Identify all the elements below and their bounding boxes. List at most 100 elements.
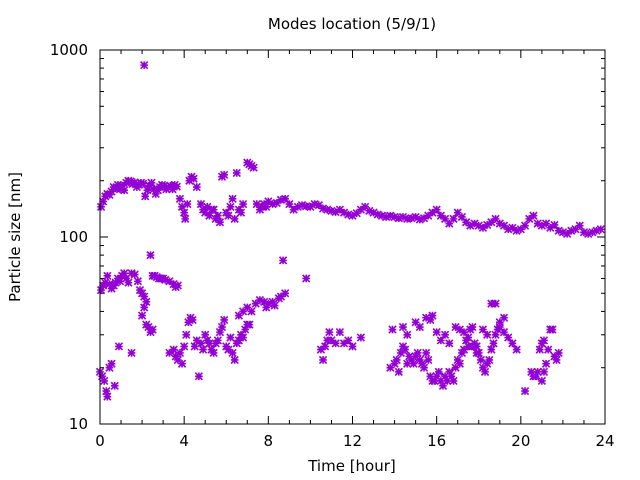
data-point [348,342,357,351]
data-point [183,199,192,209]
data-point [157,180,167,190]
data-point [201,330,210,339]
data-point [115,185,125,194]
data-point [297,201,307,210]
data-point [356,333,366,342]
data-point [571,225,580,234]
data-point [102,386,111,396]
data-point [161,275,170,284]
data-point [464,333,473,342]
data-point [373,210,382,219]
data-point [411,352,420,361]
data-point [169,345,178,354]
data-point [331,207,340,217]
data-point [339,208,349,217]
data-point [160,181,169,190]
data-point [136,178,146,187]
data-point [548,325,557,334]
data-point [527,367,536,377]
data-point [455,325,464,334]
data-point [192,336,201,345]
data-point [270,301,279,310]
data-point [127,348,136,358]
data-point [451,363,460,372]
data-point [422,313,431,322]
data-point [575,221,584,230]
data-point [579,228,589,237]
data-point [499,221,509,230]
data-point [483,359,492,368]
data-point [105,190,114,199]
data-point [453,355,462,365]
data-point [403,214,412,224]
data-point [428,311,437,320]
data-point [438,381,448,390]
data-point [335,327,345,337]
data-point [175,348,185,358]
data-point [419,363,429,372]
data-point [140,61,149,70]
data-point [264,299,273,308]
data-point [487,345,496,354]
data-point [272,198,281,208]
data-point [100,376,109,386]
data-point [390,359,399,368]
data-point [99,197,108,206]
data-point [472,348,481,358]
data-point [213,336,222,345]
data-point [432,327,441,337]
data-point [504,225,513,234]
data-point [268,199,277,209]
data-point [459,327,469,337]
data-point [316,345,326,354]
data-point [226,202,235,211]
data-point [489,339,498,348]
y-tick-label: 1000 [50,41,88,59]
data-point [111,184,120,193]
data-point [445,219,454,228]
data-point [276,292,286,301]
data-point [432,205,441,214]
data-point [215,327,225,337]
data-point [335,205,345,214]
data-point [327,206,336,215]
data-point [173,355,182,365]
data-point [124,176,133,185]
data-point [541,359,551,368]
data-point [499,327,509,337]
data-point [461,218,471,227]
data-point [264,197,273,206]
data-point [224,345,233,354]
data-point [232,168,241,178]
data-point [238,333,248,342]
data-point [491,330,500,339]
data-point [115,277,125,286]
data-point [520,386,530,396]
data-point [217,322,227,332]
data-point [143,186,152,195]
data-point [445,367,454,377]
data-point [455,359,464,368]
data-point [407,355,416,365]
data-point [344,210,353,219]
data-point [314,201,323,210]
data-point [419,214,429,223]
data-point [285,199,294,209]
data-point [415,322,424,332]
data-point [205,211,214,220]
data-point [432,372,441,381]
data-point [426,372,435,381]
data-point [415,215,424,224]
data-point [411,212,420,222]
data-point [215,218,225,227]
data-point [407,214,416,223]
data-point [323,336,332,345]
data-point [117,181,127,190]
data-point [546,223,555,232]
data-point [554,348,563,358]
data-point [422,348,431,358]
data-point [107,359,116,368]
data-point [181,214,190,224]
data-point [596,225,605,234]
